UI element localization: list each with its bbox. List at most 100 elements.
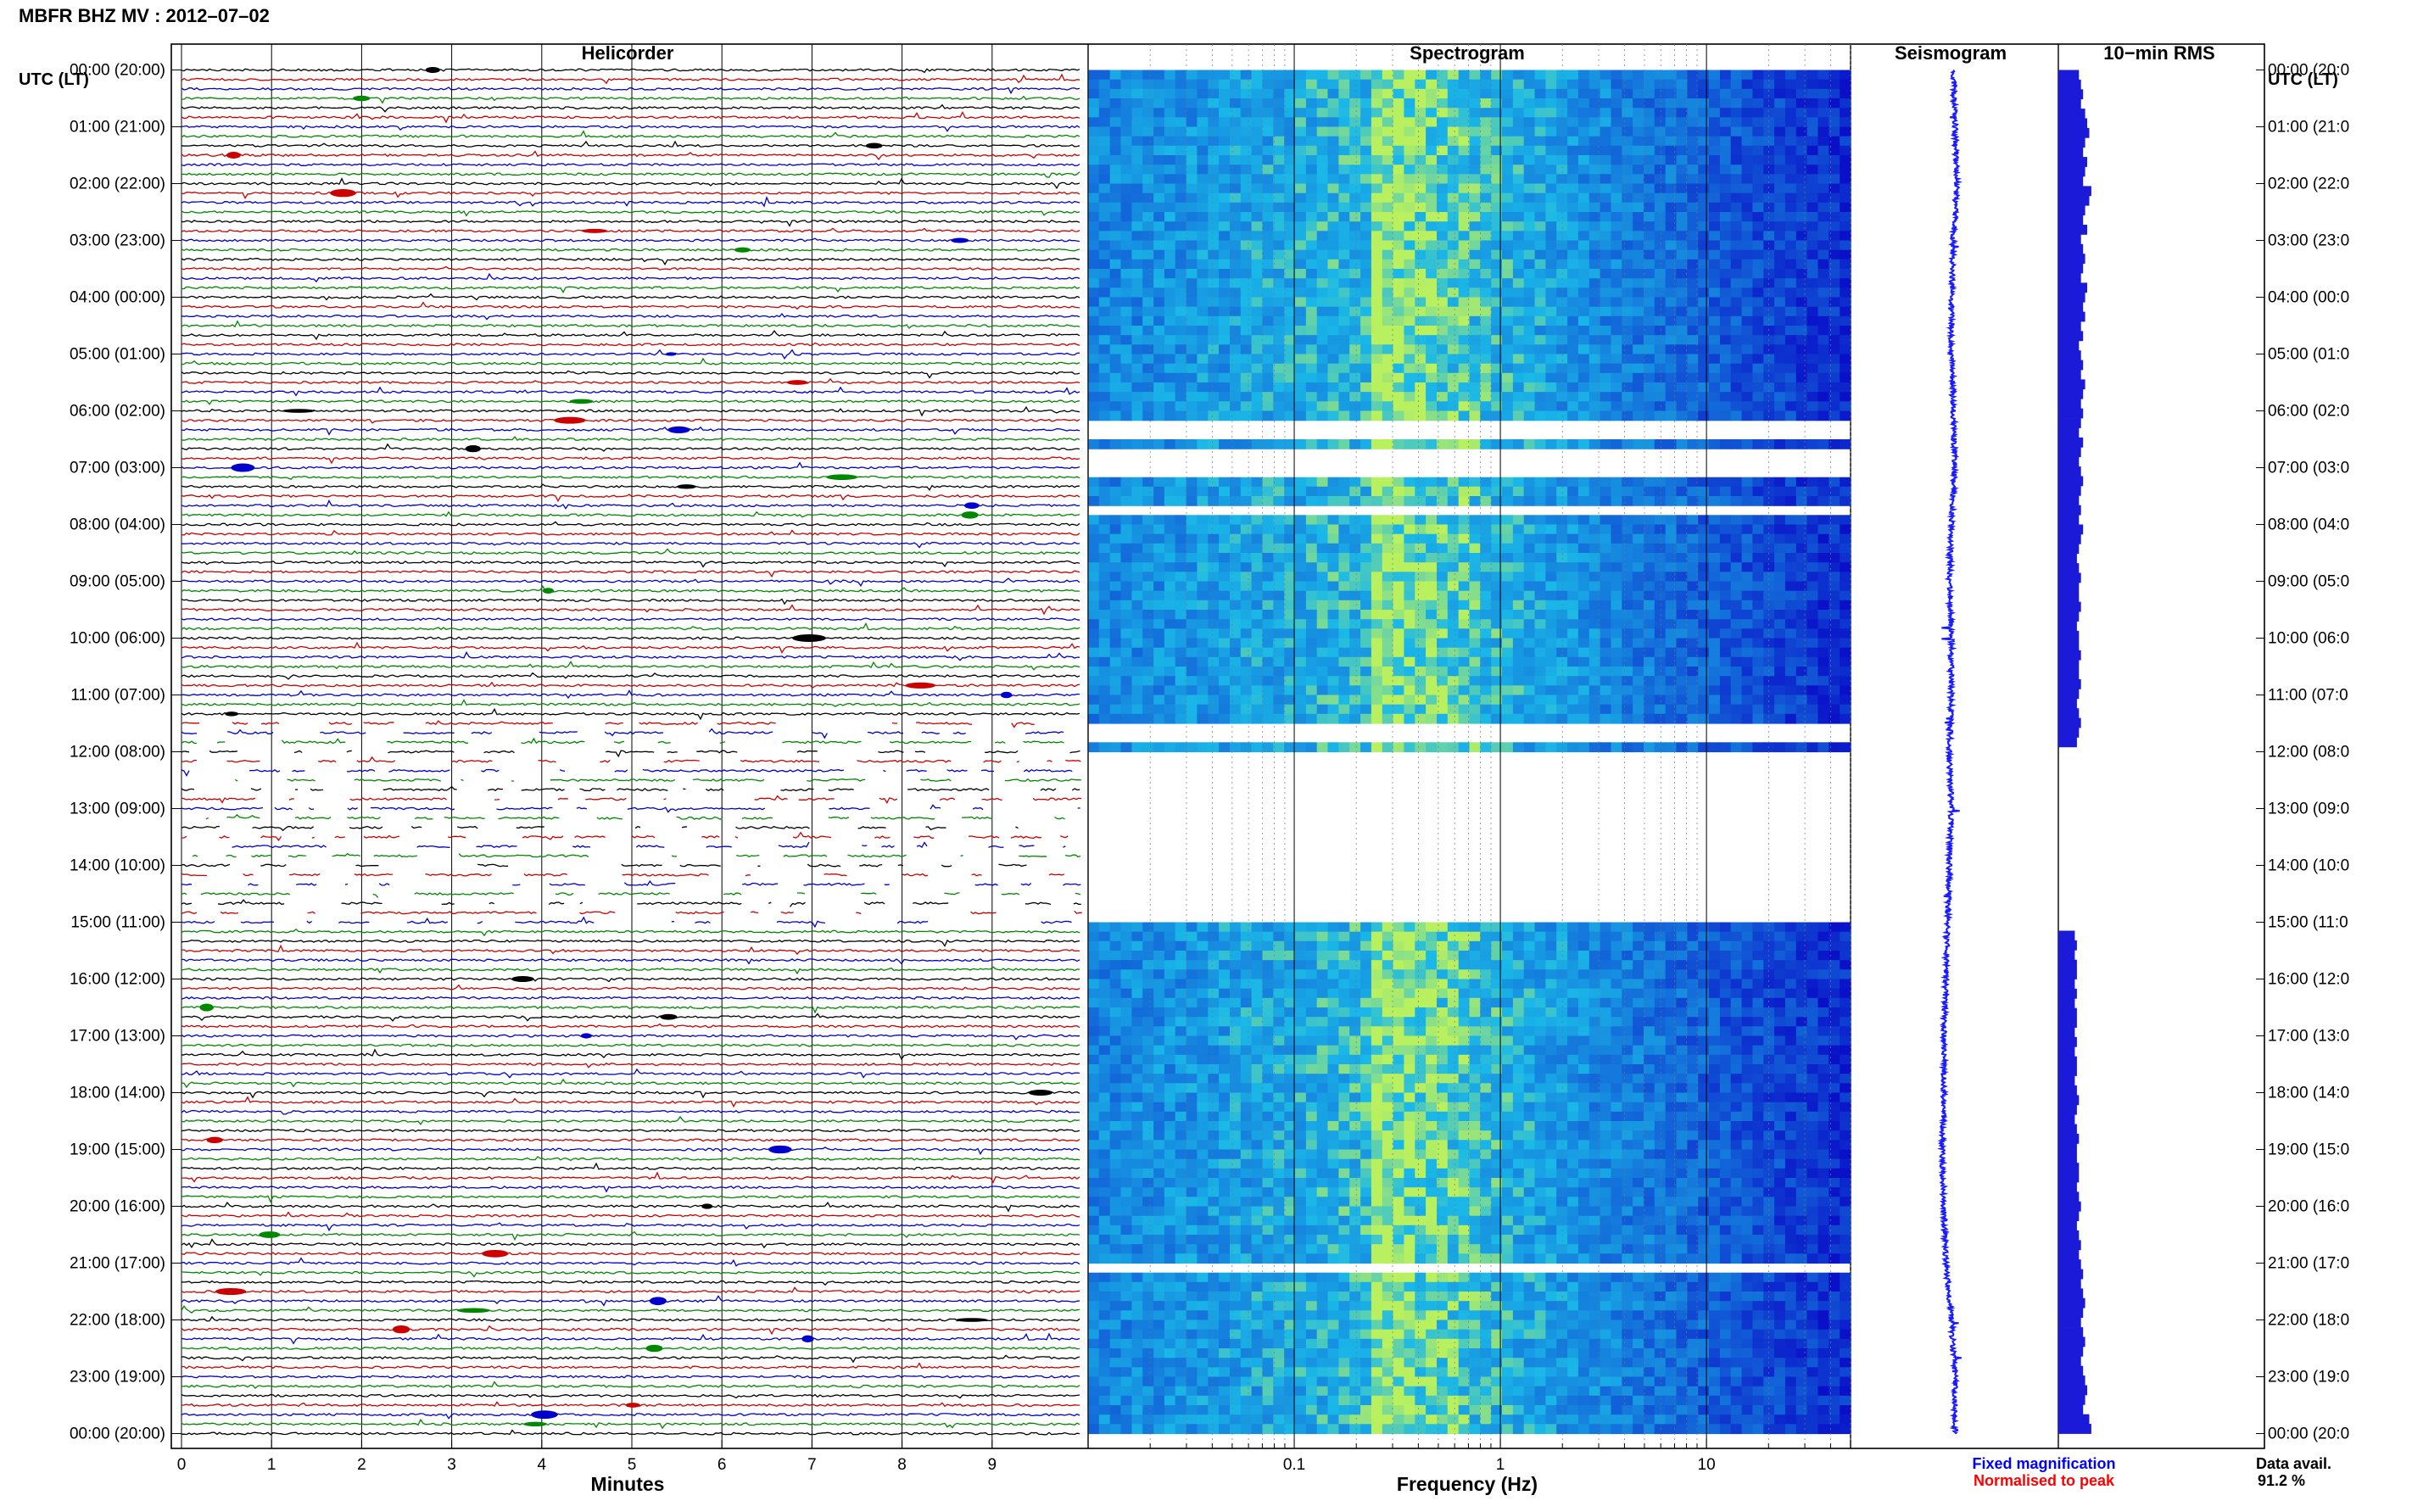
spectrogram-cell [1317,80,1328,90]
spectrogram-cell [1709,667,1720,677]
spectrogram-cell [1426,212,1437,222]
spectrogram-cell [1404,326,1415,336]
spectrogram-cell [1720,534,1731,544]
spectrogram-cell [1393,695,1404,706]
spectrogram-cell [1099,117,1110,127]
spectrogram-cell [1513,298,1524,308]
spectrogram-cell [1480,70,1491,81]
spectrogram-cell [1371,146,1382,156]
spectrogram-cell [1763,307,1774,317]
spectrogram-cell [1502,610,1513,620]
spectrogram-cell [1524,269,1535,279]
spectrogram-cell [1720,714,1731,724]
spectrogram-cell [1567,572,1578,582]
spectrogram-cell [1142,344,1153,354]
spectrogram-cell [1578,639,1589,649]
spectrogram-cell [1535,155,1546,165]
spectrogram-cell [1840,364,1851,374]
spectrogram-cell [1611,439,1622,449]
spectrogram-cell [1382,174,1393,184]
spectrogram-cell [1121,287,1132,298]
spectrogram-cell [1709,648,1720,658]
spectrogram-cell [1698,667,1709,677]
spectrogram-cell [1263,923,1274,933]
spectrogram-cell [1426,137,1437,147]
spectrogram-cell [1600,714,1611,724]
spectrogram-cell [1415,553,1426,563]
spectrogram-cell [1480,298,1491,308]
spectrogram-cell [1219,278,1230,288]
spectrogram-cell [1153,562,1164,572]
spectrogram-cell [1371,591,1382,601]
spectrogram-cell [1491,373,1502,383]
spectrogram-cell [1153,184,1164,194]
spectrogram-cell [1263,373,1274,383]
spectrogram-cell [1338,307,1349,317]
spectrogram-cell [1371,203,1382,213]
spectrogram-cell [1131,316,1142,326]
spectrogram-cell [1600,487,1611,497]
spectrogram-cell [1644,553,1655,563]
spectrogram-cell [1186,373,1198,383]
spectrogram-cell [1295,534,1306,544]
spectrogram-cell [1273,155,1284,165]
spectrogram-cell [1186,117,1198,127]
spectrogram-cell [1666,572,1677,582]
spectrogram-cell [1186,382,1198,393]
spectrogram-cell [1110,941,1121,951]
spectrogram-cell [1524,487,1535,497]
spectrogram-cell [1382,676,1393,686]
spectrogram-cell [1709,932,1720,942]
spectrogram-cell [1349,411,1360,421]
spectrogram-cell [1393,269,1404,279]
spectrogram-cell [1338,477,1349,488]
spectrogram-cell [1633,667,1644,677]
spectrogram-cell [1328,373,1339,383]
spectrogram-cell [1578,259,1589,270]
hour-label-right: 18:00 (14:0 [2268,1085,2349,1102]
spectrogram-cell [1252,165,1263,175]
helicorder-trace [181,893,1080,898]
spectrogram-cell [1241,193,1252,204]
spectrogram-cell [1567,259,1578,270]
spectrogram-cell [1545,203,1556,213]
spectrogram-cell [1142,335,1153,345]
spectrogram-cell [1731,591,1742,601]
spectrogram-cell [1121,705,1132,715]
spectrogram-cell [1295,221,1306,232]
spectrogram-cell [1796,439,1807,449]
spectrogram-cell [1666,477,1677,488]
spectrogram-cell [1535,137,1546,147]
spectrogram-cell [1426,941,1437,951]
spectrogram-cell [1306,241,1317,251]
spectrogram-cell [1219,932,1230,942]
spectrogram-cell [1175,165,1186,175]
spectrogram-cell [1763,582,1774,592]
spectrogram-cell [1110,259,1121,270]
spectrogram-cell [1535,639,1546,649]
spectrogram-cell [1578,648,1589,658]
spectrogram-cell [1644,203,1655,213]
spectrogram-cell [1338,89,1349,99]
spectrogram-cell [1807,137,1818,147]
spectrogram-cell [1295,250,1306,260]
spectrogram-cell [1186,619,1198,629]
spectrogram-cell [1295,108,1306,118]
spectrogram-cell [1273,335,1284,345]
spectrogram-cell [1099,582,1110,592]
spectrogram-cell [1480,742,1491,752]
spectrogram-cell [1164,572,1175,582]
spectrogram-cell [1589,98,1600,109]
spectrogram-cell [1252,354,1263,365]
spectrogram-cell [1349,278,1360,288]
spectrogram-cell [1807,619,1818,629]
spectrogram-cell [1491,392,1502,402]
spectrogram-cell [1720,628,1731,639]
spectrogram-cell [1121,259,1132,270]
spectrogram-cell [1153,572,1164,582]
spectrogram-cell [1295,932,1306,942]
helicorder-trace [181,463,1080,469]
spectrogram-cell [1338,667,1349,677]
spectrogram-cell [1491,174,1502,184]
spectrogram-cell [1142,600,1153,611]
